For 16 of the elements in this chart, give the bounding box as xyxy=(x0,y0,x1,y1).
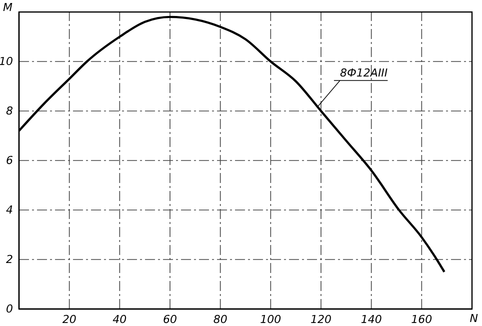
x-tick-label: 40 xyxy=(112,312,127,326)
y-tick-label: 2 xyxy=(6,253,13,266)
annotation: 8Ф12АIII xyxy=(340,66,388,80)
x-tick-label: 20 xyxy=(62,312,76,326)
x-tick-label: 60 xyxy=(163,312,177,326)
x-tick-label: 160 xyxy=(411,312,432,326)
y-tick-label: 6 xyxy=(6,154,13,168)
x-tick-label: 80 xyxy=(213,312,228,326)
x-tick-label: 120 xyxy=(310,312,332,326)
x-tick-label: 140 xyxy=(360,312,382,326)
x-tick-label: 100 xyxy=(260,312,282,326)
y-tick-label: 8 xyxy=(6,104,13,118)
y-tick-label: 0 xyxy=(6,302,13,316)
x-axis-title: N xyxy=(470,312,478,325)
y-axis-title: M xyxy=(3,1,13,14)
y-tick-label: 4 xyxy=(6,204,13,217)
